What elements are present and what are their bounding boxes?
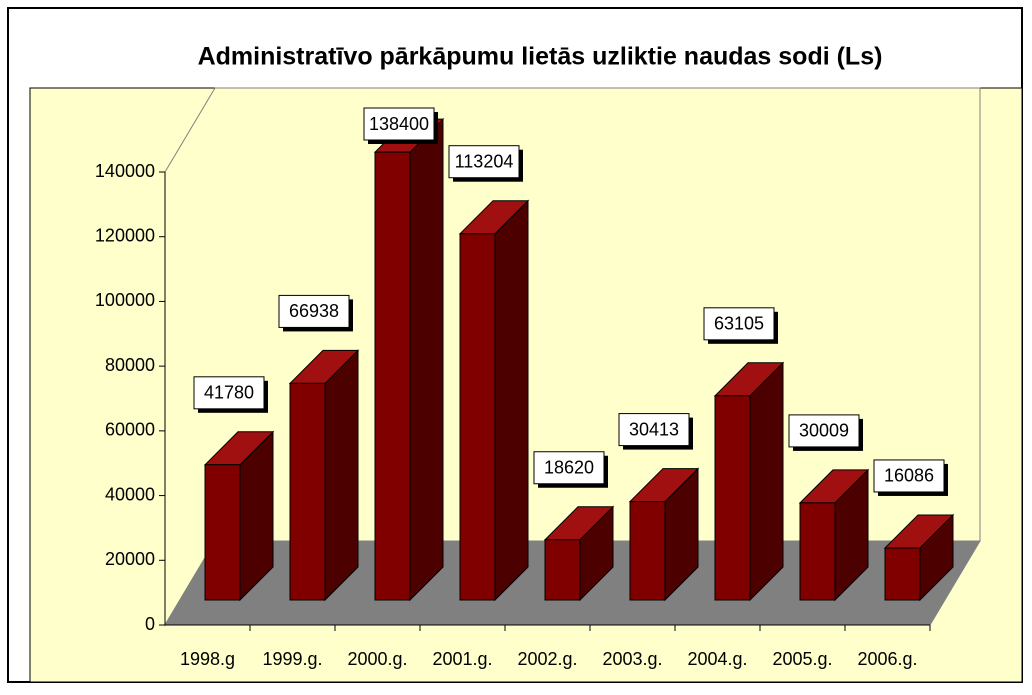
bar: [883, 513, 955, 602]
bar-front: [204, 464, 241, 601]
y-tick-label: 40000: [105, 484, 155, 504]
data-label: 16086: [884, 466, 934, 486]
bar: [713, 361, 785, 602]
bar-front: [374, 151, 411, 601]
data-label: 30009: [799, 421, 849, 441]
bar: [203, 430, 275, 602]
x-tick-label: 2001.g.: [432, 649, 492, 669]
x-tick-label: 2003.g.: [602, 649, 662, 669]
y-tick-label: 60000: [105, 420, 155, 440]
bar: [373, 117, 445, 602]
chart-title: Administratīvo pārkāpumu lietās uzliktie…: [198, 43, 883, 71]
bar-side: [409, 117, 444, 602]
bar: [543, 505, 615, 602]
bar: [288, 349, 360, 602]
bar-front: [629, 501, 666, 601]
bar-side: [324, 349, 359, 602]
bar-front: [884, 547, 921, 601]
x-tick-label: 2002.g.: [517, 649, 577, 669]
bar: [798, 468, 870, 602]
bar-side: [494, 199, 529, 602]
y-tick-label: 120000: [95, 225, 155, 245]
bar-front: [289, 382, 326, 601]
y-tick-label: 140000: [95, 161, 155, 181]
data-label: 18620: [544, 458, 594, 478]
x-tick-label: 2004.g.: [687, 649, 747, 669]
label-box: [448, 145, 520, 179]
label-box: [363, 107, 435, 141]
label-box: [788, 414, 860, 448]
label-box: [873, 459, 945, 493]
x-tick-label: 1998.g: [180, 649, 235, 669]
data-label: 66938: [289, 301, 339, 321]
x-tick-label: 2006.g.: [857, 649, 917, 669]
label-box: [533, 451, 605, 485]
label-box: [193, 376, 265, 410]
y-tick-label: 0: [145, 614, 155, 634]
label-box: [703, 307, 775, 341]
data-label: 30413: [629, 419, 679, 439]
bar: [458, 199, 530, 602]
bar: [628, 467, 700, 602]
y-tick-label: 100000: [95, 290, 155, 310]
data-label: 63105: [714, 314, 764, 334]
y-tick-label: 20000: [105, 549, 155, 569]
data-label: 41780: [204, 383, 254, 403]
bar-front: [714, 395, 751, 601]
data-label: 138400: [369, 114, 429, 134]
bar-front: [459, 233, 496, 601]
x-tick-label: 2000.g.: [347, 649, 407, 669]
bar-front: [544, 539, 581, 601]
x-tick-label: 1999.g.: [262, 649, 322, 669]
bar-front: [799, 502, 836, 601]
label-box: [618, 413, 690, 447]
x-tick-label: 2005.g.: [772, 649, 832, 669]
label-box: [278, 294, 350, 328]
y-tick-label: 80000: [105, 355, 155, 375]
data-label: 113204: [455, 151, 514, 171]
bar-side: [749, 361, 784, 602]
